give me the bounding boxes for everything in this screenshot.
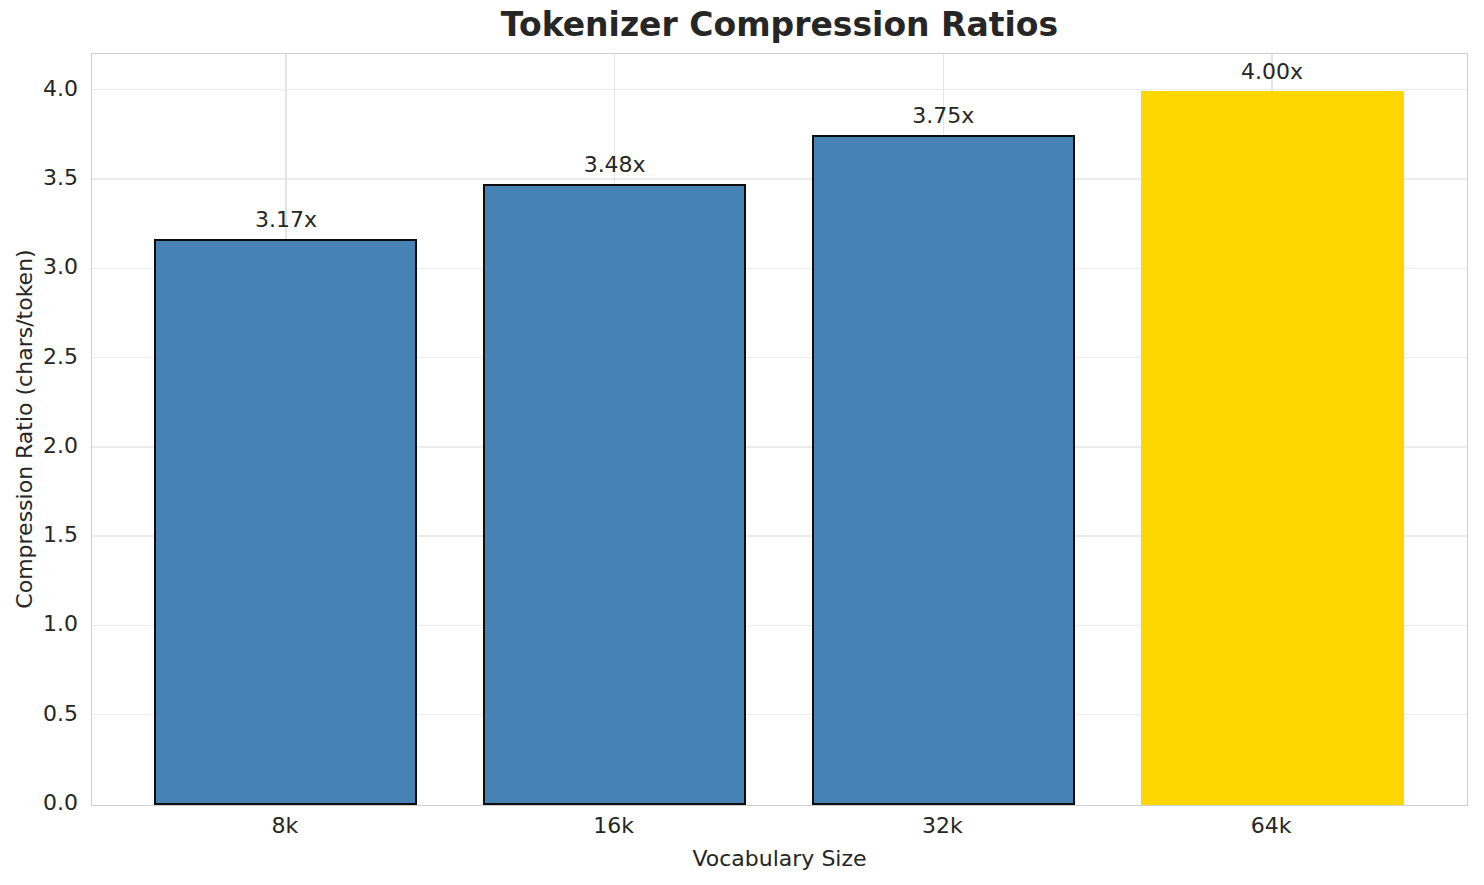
- x-tick-label: 32k: [922, 813, 963, 838]
- x-axis-label: Vocabulary Size: [91, 846, 1468, 871]
- bar-value-label: 3.48x: [584, 152, 646, 177]
- x-tick-label: 64k: [1251, 813, 1292, 838]
- bar-32k: [812, 135, 1075, 805]
- x-axis-ticks: 8k 16k 32k 64k: [91, 813, 1468, 843]
- plot-area: 3.17x 3.48x 3.75x 4.00x: [91, 53, 1468, 806]
- bar-8k: [154, 239, 417, 805]
- y-tick-label: 0.5: [0, 701, 78, 727]
- y-tick-label: 3.5: [0, 165, 78, 191]
- bar-value-label: 3.17x: [255, 207, 317, 232]
- bar-16k: [483, 184, 746, 805]
- bar-value-label: 4.00x: [1241, 59, 1303, 84]
- y-axis-label: Compression Ratio (chars/token): [12, 249, 37, 608]
- y-tick-label: 4.0: [0, 76, 78, 102]
- bar-value-label: 3.75x: [912, 103, 974, 128]
- bar-chart-figure: Tokenizer Compression Ratios 3.17x3.48x3…: [0, 0, 1484, 885]
- bar-64k: [1141, 91, 1404, 805]
- x-tick-label: 16k: [593, 813, 634, 838]
- y-tick-label: 1.0: [0, 611, 78, 637]
- y-tick-label: 0.0: [0, 790, 78, 816]
- chart-title: Tokenizer Compression Ratios: [91, 5, 1468, 44]
- x-tick-label: 8k: [272, 813, 299, 838]
